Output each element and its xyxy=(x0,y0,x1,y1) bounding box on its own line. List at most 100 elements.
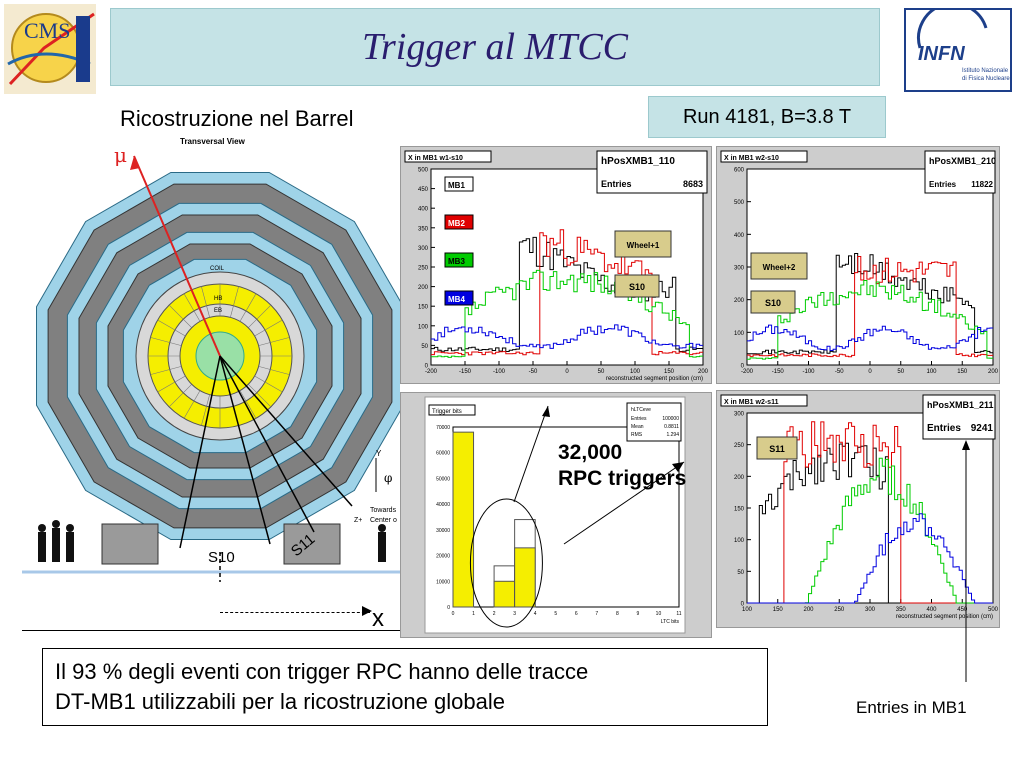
stat-entries-label: Entries xyxy=(929,180,957,189)
x-tick-label: -100 xyxy=(493,369,506,375)
frame-title: X in MB1 w2-s11 xyxy=(724,399,779,406)
x-tick-label: 250 xyxy=(834,607,845,613)
sector-tag xyxy=(756,436,798,460)
x-tick-label: 50 xyxy=(598,369,605,375)
y-tick-label: 0 xyxy=(447,605,450,611)
legend-swatch xyxy=(444,290,474,306)
x-axis-arrow xyxy=(220,612,370,613)
y-tick-label: 250 xyxy=(418,266,429,272)
x-tick-label: 50 xyxy=(897,369,904,375)
histogram-bar xyxy=(452,431,475,608)
x-tick-label: 400 xyxy=(926,607,937,613)
trigger-text: RPC triggers xyxy=(558,467,687,490)
legend-swatch xyxy=(444,252,474,268)
support-foot-right xyxy=(283,523,341,565)
x-tick-label: -100 xyxy=(802,369,815,375)
stat-box xyxy=(922,394,996,440)
x-tick-label: 200 xyxy=(803,607,814,613)
y-tick-label: 0 xyxy=(425,364,429,370)
y-tick-label: 30000 xyxy=(436,528,450,534)
x-tick-label: 10 xyxy=(656,611,662,617)
slide-title: Trigger al MTCC xyxy=(361,26,629,68)
y-tick-label: 0 xyxy=(741,602,745,608)
y-tick-label: 250 xyxy=(734,443,745,449)
arrow-head xyxy=(362,606,372,616)
y-tick-label: 500 xyxy=(734,200,745,206)
y-tick-label: 600 xyxy=(734,168,745,174)
x-tick-label: 8 xyxy=(616,611,619,617)
sector-label: S11 xyxy=(769,444,785,454)
svg-text:CMS: CMS xyxy=(24,18,70,43)
x-axis-title: reconstructed segment position (cm) xyxy=(896,614,993,620)
calo-spoke xyxy=(183,390,201,419)
x-tick-label: 100 xyxy=(742,607,753,613)
calo-spoke xyxy=(254,319,283,337)
x-tick-label: -150 xyxy=(459,369,472,375)
svg-text:φ: φ xyxy=(384,471,392,485)
calo-spoke xyxy=(201,394,210,426)
x-tick-label: 3 xyxy=(513,611,516,617)
svg-text:Transversal View: Transversal View xyxy=(180,137,246,146)
y-tick-label: 300 xyxy=(734,266,745,272)
calo-spoke xyxy=(150,337,182,346)
hist-panel-w1-s10: X in MB1 w1-s10 500 450 400 350 300 250 200 150 1… xyxy=(400,146,712,384)
x-tick-label: 200 xyxy=(988,369,999,375)
wheel-tag xyxy=(614,230,672,258)
x-tick-label: 5 xyxy=(554,611,557,617)
rpc-trigger-label: 32,000 RPC triggers xyxy=(558,440,686,492)
stat-row-label: Mean xyxy=(631,424,644,430)
stat-entries-value: 9241 xyxy=(971,423,994,434)
summary-box: Il 93 % degli eventi con trigger RPC han… xyxy=(42,648,768,726)
stat-name: hPosXMB1_110 xyxy=(601,156,675,167)
x-tick-label: 7 xyxy=(595,611,598,617)
frame-title: X in MB1 w2-s10 xyxy=(724,155,779,162)
x-axis-label: x xyxy=(372,605,384,632)
x-tick-label: 1 xyxy=(472,611,475,617)
legend-label: MB2 xyxy=(448,219,465,228)
x-tick-label: -150 xyxy=(772,369,785,375)
stat-entries-value: 11822 xyxy=(971,180,993,189)
y-tick-label: 400 xyxy=(418,207,429,213)
frame-title-box xyxy=(720,150,808,163)
histogram-series xyxy=(431,269,703,358)
x-tick-label: -50 xyxy=(835,369,844,375)
sector-tag xyxy=(750,290,796,314)
calo-spoke xyxy=(168,384,192,408)
histogram-series xyxy=(747,253,993,355)
y-tick-label: 50000 xyxy=(436,476,450,482)
y-tick-label: 300 xyxy=(418,246,429,252)
histogram-bar xyxy=(514,547,536,608)
sector-tag xyxy=(614,274,660,298)
legend-label: MB1 xyxy=(448,181,465,190)
y-tick-label: 60000 xyxy=(436,451,450,457)
x-tick-label: 150 xyxy=(773,607,784,613)
histogram-series xyxy=(431,324,703,349)
x-tick-label: 100 xyxy=(926,369,937,375)
x-tick-label: -200 xyxy=(425,369,438,375)
x-tick-label: 9 xyxy=(637,611,640,617)
x-tick-label: -50 xyxy=(529,369,538,375)
calo-spoke xyxy=(201,286,210,318)
summary-line-1: Il 93 % degli eventi con trigger RPC han… xyxy=(55,659,589,684)
legend-label: MB4 xyxy=(448,295,465,304)
calo-spoke xyxy=(157,375,186,393)
y-tick-label: 70000 xyxy=(436,425,450,431)
highlight-ellipse xyxy=(469,498,543,628)
x-tick-label: 4 xyxy=(534,611,537,617)
calo-spoke xyxy=(254,375,283,393)
histogram-series xyxy=(747,457,993,604)
stat-entries-value: 8683 xyxy=(683,179,703,189)
hist-panel-w2-s11: X in MB1 w2-s11 300 250 200 150 100 50 0 100 150 2… xyxy=(716,390,1000,628)
frame-title-box xyxy=(720,394,808,407)
stat-box xyxy=(596,150,708,194)
y-tick-label: 0 xyxy=(741,364,745,370)
y-tick-label: 100 xyxy=(734,538,745,544)
stat-name: hPosXMB1_211 xyxy=(927,400,994,410)
sector-label: S10 xyxy=(629,282,645,292)
hist-panel-trigger-bits: Trigger bits 70000 60000 50000 40000 30000 200… xyxy=(400,392,712,638)
stat-row-value: 0.8811 xyxy=(664,424,679,430)
y-tick-label: 450 xyxy=(418,187,429,193)
y-tick-label: 100 xyxy=(418,324,429,330)
sector-label: S10 xyxy=(765,298,781,308)
x-axis-title: LTC bits xyxy=(661,619,680,625)
